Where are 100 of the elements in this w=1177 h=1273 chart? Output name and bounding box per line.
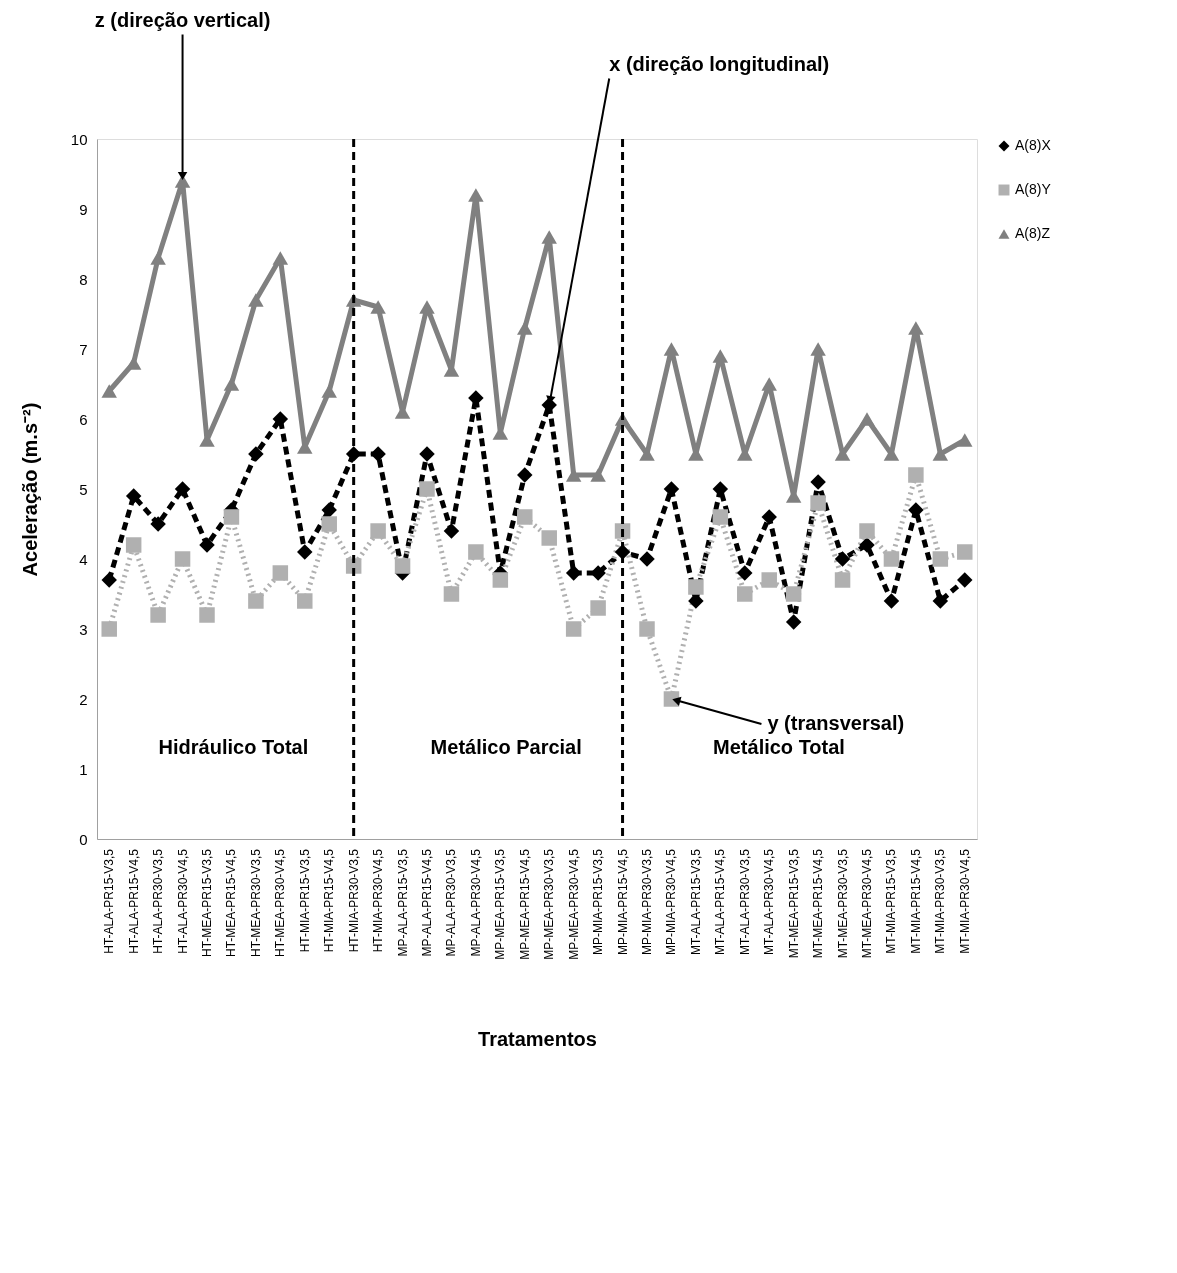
point [859, 523, 875, 539]
point [688, 579, 704, 595]
y-tick-label: 10 [70, 130, 88, 148]
point [957, 572, 973, 588]
point [370, 300, 386, 314]
point [174, 551, 191, 567]
point [468, 544, 484, 560]
x-tick-label: HT-ALA-PR15-V4,5 [126, 848, 141, 954]
x-tick-label: MT-MEA-PR30-V4,5 [860, 848, 874, 959]
point [419, 481, 435, 497]
point [859, 537, 875, 553]
point [932, 593, 949, 609]
point [737, 586, 753, 602]
point [150, 516, 166, 532]
point [908, 321, 924, 335]
x-tick-label: MT-ALA-PR30-V4,5 [762, 848, 777, 956]
x-tick-label: MT-MIA-PR30-V3,5 [933, 848, 948, 954]
x-tick-label: HT-ALA-PR30-V3,5 [151, 848, 166, 954]
point [101, 621, 117, 637]
point [957, 433, 973, 447]
point [859, 412, 875, 426]
x-tick-label: MT-ALA-PR15-V3,5 [688, 848, 703, 956]
x-tick-label: MP-MIA-PR30-V4,5 [664, 848, 679, 956]
point [883, 593, 900, 609]
point [761, 377, 777, 391]
x-tick-label: MT-ALA-PR30-V3,5 [737, 848, 752, 956]
x-tick-label: MT-MIA-PR30-V4,5 [957, 848, 972, 954]
annotation: z (direção vertical) [94, 9, 271, 31]
x-axis-title: Tratamentos [478, 1027, 597, 1050]
x-tick-label: MT-MEA-PR30-V3,5 [835, 848, 850, 959]
annotation: y (transversal) [767, 712, 905, 734]
x-tick-label: MT-MIA-PR15-V3,5 [884, 848, 899, 954]
point [565, 565, 582, 581]
point [272, 565, 289, 581]
point [443, 586, 460, 602]
point [785, 586, 802, 602]
point [908, 467, 924, 483]
annotation: Metálico Total [713, 736, 845, 758]
point [639, 621, 655, 637]
x-tick-label: MT-MIA-PR15-V4,5 [908, 848, 923, 954]
x-tick-label: HT-MIA-PR15-V3,5 [297, 848, 312, 953]
point [785, 614, 802, 630]
point [321, 516, 337, 532]
x-tick-label: MP-ALA-PR15-V4,5 [420, 848, 434, 957]
y-axis-title: Aceleração (m.s⁻²) [18, 402, 41, 577]
y-tick-label: 1 [79, 760, 88, 778]
point [492, 572, 509, 588]
annotation: Hidráulico Total [158, 736, 309, 758]
point [370, 446, 386, 462]
point [957, 544, 973, 560]
point [932, 551, 949, 567]
point [150, 251, 166, 265]
x-tick-label: MP-MIA-PR30-V3,5 [640, 848, 654, 956]
point [272, 251, 289, 265]
x-tick-label: MT-MEA-PR15-V3,5 [786, 848, 801, 959]
y-tick-label: 5 [79, 480, 88, 498]
annotation: x (direção longitudinal) [609, 53, 830, 75]
x-tick-label: MP-ALA-PR15-V3,5 [395, 848, 410, 957]
point [125, 488, 142, 504]
point [199, 607, 215, 623]
point [834, 551, 851, 567]
y-tick-label: 3 [79, 620, 88, 638]
x-tick-label: HT-MEA-PR15-V3,5 [200, 848, 214, 958]
point [321, 384, 337, 398]
point [223, 509, 240, 525]
point [517, 509, 533, 525]
x-tick-label: MT-MEA-PR15-V4,5 [811, 848, 826, 959]
y-tick-label: 8 [79, 270, 88, 288]
y-tick-label: 9 [79, 200, 88, 218]
point [590, 565, 606, 581]
point [590, 600, 606, 616]
annotation: Metálico Parcial [430, 736, 582, 758]
x-tick-label: MP-MEA-PR15-V3,5 [493, 848, 508, 960]
point [248, 293, 264, 307]
point [834, 572, 851, 588]
point [419, 446, 435, 462]
x-tick-label: HT-MEA-PR15-V4,5 [224, 848, 239, 958]
point [712, 349, 729, 363]
legend-label: A(8)Y [1015, 181, 1052, 197]
point [810, 342, 826, 356]
x-tick-label: HT-MEA-PR30-V3,5 [248, 848, 263, 958]
point [468, 188, 484, 202]
point [297, 544, 313, 560]
y-tick-label: 4 [79, 550, 88, 568]
point [321, 502, 337, 518]
point [517, 321, 533, 335]
point [541, 530, 557, 546]
point [737, 565, 753, 581]
y-tick-label: 6 [79, 410, 88, 428]
x-tick-label: MP-MEA-PR15-V4,5 [517, 848, 532, 960]
point [810, 495, 826, 511]
point [248, 593, 264, 609]
y-tick-label: 7 [79, 340, 88, 358]
point [712, 509, 729, 525]
point [248, 446, 264, 462]
point [541, 230, 557, 244]
x-tick-label: MP-MIA-PR15-V3,5 [591, 848, 606, 956]
point [639, 551, 655, 567]
x-tick-label: HT-MIA-PR15-V4,5 [322, 848, 337, 953]
point [443, 523, 460, 539]
